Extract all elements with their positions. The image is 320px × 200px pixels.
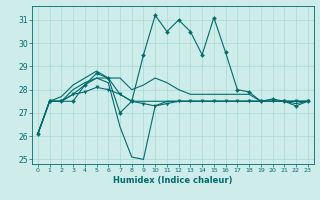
X-axis label: Humidex (Indice chaleur): Humidex (Indice chaleur): [113, 176, 233, 185]
